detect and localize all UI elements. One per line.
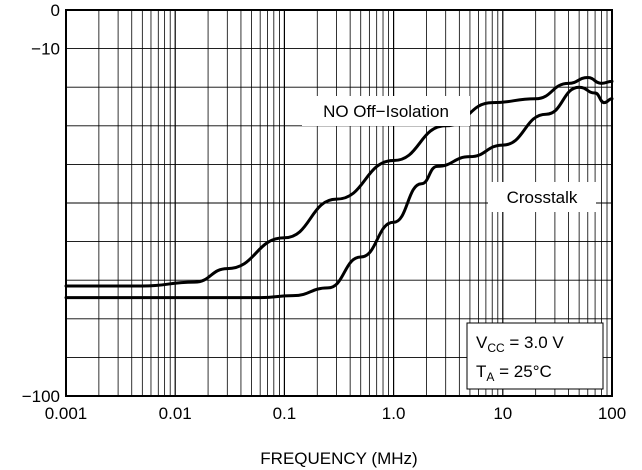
y-tick-label: −10	[31, 40, 60, 59]
plot-frame	[65, 9, 613, 397]
off-isolation-label: NO Off−Isolation	[323, 102, 449, 121]
x-tick-label: 10	[493, 404, 512, 423]
crosstalk-label-bg	[488, 182, 596, 212]
series-crosstalk-line	[64, 85, 614, 300]
x-tick-label: 100	[598, 404, 626, 423]
x-tick-label: 0.001	[45, 404, 88, 423]
y-tick-label: −100	[22, 387, 60, 406]
conditions-vcc: VCC = 3.0 V	[476, 333, 564, 355]
conditions-ta: TA = 25°C	[476, 362, 552, 384]
x-axis-label: FREQUENCY (MHz)	[260, 449, 417, 468]
y-tick-label: 0	[51, 1, 60, 20]
tick-labels: 0.001 0.01 0.1 1.0 10 100 0 −10 −100	[22, 1, 626, 423]
series-off-isolation-line	[64, 76, 614, 288]
x-tick-label: 0.1	[273, 404, 297, 423]
off-isolation-label-bg	[302, 96, 470, 126]
conditions-box	[466, 322, 604, 390]
x-tick-label: 1.0	[382, 404, 406, 423]
crosstalk-label: Crosstalk	[507, 188, 578, 207]
x-tick-label: 0.01	[159, 404, 192, 423]
series-group	[64, 76, 614, 300]
